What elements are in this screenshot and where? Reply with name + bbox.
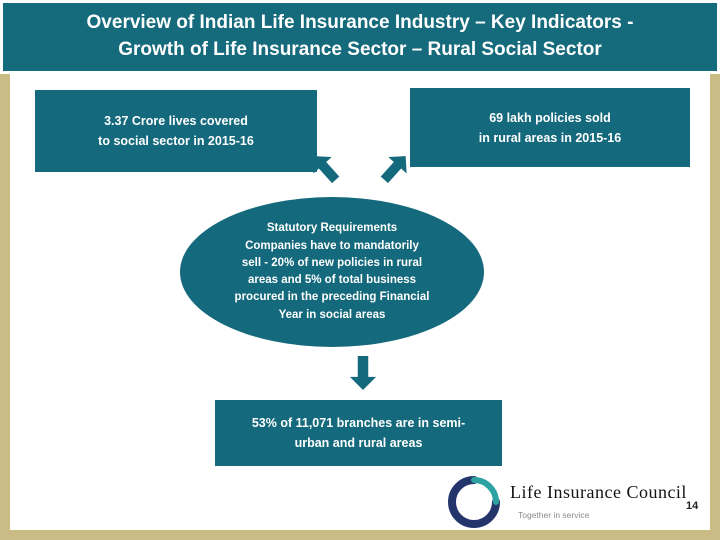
slide-content: 3.37 Crore lives covered to social secto… bbox=[0, 74, 720, 540]
up-left-arrow-icon bbox=[305, 147, 346, 188]
up-right-arrow-icon bbox=[375, 147, 416, 188]
statutory-requirements-oval: Statutory Requirements Companies have to… bbox=[180, 197, 484, 347]
life-insurance-council-logo-icon bbox=[448, 476, 500, 528]
title-line-1: Overview of Indian Life Insurance Indust… bbox=[86, 12, 634, 34]
social-sector-box: 3.37 Crore lives covered to social secto… bbox=[35, 90, 317, 172]
rural-policies-box: 69 lakh policies sold in rural areas in … bbox=[410, 88, 690, 167]
brand-name: Life Insurance Council bbox=[510, 482, 687, 502]
slide-title-bar: Overview of Indian Life Insurance Indust… bbox=[0, 0, 720, 74]
down-arrow-icon bbox=[347, 356, 379, 390]
brand-tagline: Together in service bbox=[518, 510, 590, 520]
title-line-2: Growth of Life Insurance Sector – Rural … bbox=[118, 39, 602, 60]
page-number: 14 bbox=[686, 500, 699, 512]
branches-box: 53% of 11,071 branches are in semi- urba… bbox=[215, 400, 502, 466]
